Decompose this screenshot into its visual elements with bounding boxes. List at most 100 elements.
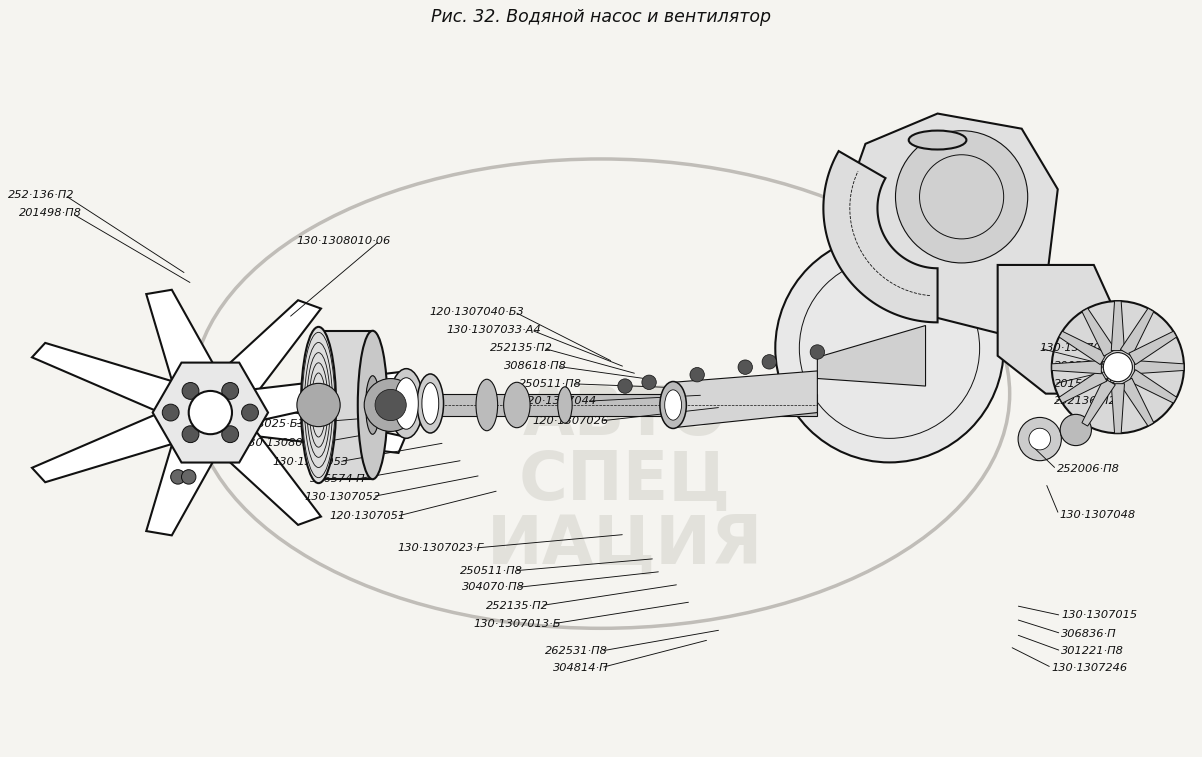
Polygon shape bbox=[998, 265, 1118, 394]
Text: Рис. 32. Водяной насос и вентилятор: Рис. 32. Водяной насос и вентилятор bbox=[432, 8, 770, 26]
Text: 304814·П: 304814·П bbox=[553, 662, 608, 673]
Text: 130·1307052: 130·1307052 bbox=[305, 491, 381, 502]
Ellipse shape bbox=[504, 382, 530, 428]
Text: 120·1307026: 120·1307026 bbox=[532, 416, 608, 426]
Polygon shape bbox=[823, 151, 938, 322]
Polygon shape bbox=[1129, 332, 1177, 365]
Ellipse shape bbox=[558, 387, 572, 423]
Text: 250511·П8: 250511·П8 bbox=[519, 378, 582, 389]
Polygon shape bbox=[1082, 378, 1115, 426]
Circle shape bbox=[1060, 414, 1091, 446]
Circle shape bbox=[162, 404, 179, 421]
Ellipse shape bbox=[394, 378, 418, 429]
Polygon shape bbox=[153, 363, 268, 463]
Polygon shape bbox=[1120, 378, 1154, 426]
Text: 130·1307048: 130·1307048 bbox=[1059, 509, 1135, 520]
Polygon shape bbox=[817, 326, 926, 386]
Text: 120·1307040·Б3: 120·1307040·Б3 bbox=[429, 307, 524, 317]
Text: 130·1307246: 130·1307246 bbox=[1052, 662, 1127, 673]
Text: 301221·П8: 301221·П8 bbox=[1061, 646, 1124, 656]
Text: 130·1307033·А4: 130·1307033·А4 bbox=[446, 325, 541, 335]
Circle shape bbox=[1018, 417, 1061, 461]
Text: 252006·П8: 252006·П8 bbox=[1057, 464, 1119, 475]
Ellipse shape bbox=[358, 331, 387, 479]
Polygon shape bbox=[1082, 308, 1115, 356]
Circle shape bbox=[364, 378, 417, 431]
Text: 200321·П8: 200321·П8 bbox=[1054, 361, 1117, 372]
Polygon shape bbox=[244, 404, 405, 453]
Circle shape bbox=[297, 383, 340, 427]
Text: 252136·П2: 252136·П2 bbox=[1054, 396, 1117, 407]
Ellipse shape bbox=[660, 382, 686, 428]
Circle shape bbox=[1103, 353, 1132, 382]
Polygon shape bbox=[319, 331, 373, 479]
Polygon shape bbox=[1135, 360, 1184, 374]
Ellipse shape bbox=[417, 374, 444, 433]
Ellipse shape bbox=[665, 390, 682, 420]
Text: 130·1308025·Б3: 130·1308025·Б3 bbox=[210, 419, 305, 429]
Text: 201500·П8: 201500·П8 bbox=[1054, 378, 1117, 389]
Circle shape bbox=[895, 131, 1028, 263]
Polygon shape bbox=[32, 412, 186, 482]
Text: 120·1307051: 120·1307051 bbox=[329, 511, 405, 522]
Circle shape bbox=[242, 404, 258, 421]
Text: 130·1307015: 130·1307015 bbox=[1061, 610, 1137, 621]
Circle shape bbox=[810, 344, 825, 360]
Text: 308618·П8: 308618·П8 bbox=[505, 361, 567, 372]
Ellipse shape bbox=[389, 369, 423, 438]
Circle shape bbox=[375, 389, 406, 421]
Text: 252·136·П2: 252·136·П2 bbox=[8, 190, 75, 201]
Text: 130·1308010·06: 130·1308010·06 bbox=[297, 235, 391, 246]
Circle shape bbox=[618, 378, 632, 394]
Text: 252135·П2: 252135·П2 bbox=[487, 600, 549, 611]
Ellipse shape bbox=[300, 327, 337, 483]
Polygon shape bbox=[209, 428, 321, 525]
Text: 130·1308027·Б: 130·1308027·Б bbox=[242, 438, 329, 448]
Circle shape bbox=[182, 469, 196, 484]
Text: 306836·П: 306836·П bbox=[1061, 628, 1117, 639]
Polygon shape bbox=[147, 290, 224, 391]
Circle shape bbox=[775, 234, 1004, 463]
Text: 262531·П8: 262531·П8 bbox=[546, 646, 608, 656]
Text: 201498·П8: 201498·П8 bbox=[19, 208, 82, 219]
Polygon shape bbox=[1059, 332, 1107, 365]
Text: СПЕЦ: СПЕЦ bbox=[519, 447, 731, 514]
Text: АВТО: АВТО bbox=[523, 383, 727, 450]
Polygon shape bbox=[244, 372, 405, 421]
Text: 120·1307044: 120·1307044 bbox=[520, 396, 596, 407]
Circle shape bbox=[690, 367, 704, 382]
Circle shape bbox=[738, 360, 752, 375]
Circle shape bbox=[1029, 428, 1051, 450]
Ellipse shape bbox=[365, 375, 380, 435]
Text: 304070·П8: 304070·П8 bbox=[463, 582, 525, 593]
Polygon shape bbox=[209, 301, 321, 397]
Text: 306574·П: 306574·П bbox=[310, 474, 365, 484]
Polygon shape bbox=[1059, 369, 1107, 403]
Text: 130·1307032·А4: 130·1307032·А4 bbox=[1040, 343, 1135, 354]
Polygon shape bbox=[1129, 369, 1177, 403]
Text: 130·1307053: 130·1307053 bbox=[273, 456, 349, 467]
Circle shape bbox=[183, 425, 198, 443]
Circle shape bbox=[189, 391, 232, 435]
Polygon shape bbox=[1052, 360, 1101, 374]
Polygon shape bbox=[367, 394, 817, 416]
Text: 250511·П8: 250511·П8 bbox=[460, 565, 523, 576]
Text: ИАЦИЯ: ИАЦИЯ bbox=[487, 512, 763, 578]
Circle shape bbox=[221, 425, 238, 443]
Polygon shape bbox=[1120, 308, 1154, 356]
Text: 252135·П2: 252135·П2 bbox=[490, 343, 553, 354]
Circle shape bbox=[1052, 301, 1184, 433]
Circle shape bbox=[183, 382, 198, 400]
Circle shape bbox=[221, 382, 238, 400]
Polygon shape bbox=[32, 343, 186, 413]
Ellipse shape bbox=[476, 379, 498, 431]
Polygon shape bbox=[841, 114, 1058, 333]
Ellipse shape bbox=[909, 130, 966, 149]
Polygon shape bbox=[1111, 384, 1125, 433]
Polygon shape bbox=[147, 434, 224, 535]
Polygon shape bbox=[1111, 301, 1125, 350]
Text: 130·1307023·Г: 130·1307023·Г bbox=[397, 543, 483, 553]
Circle shape bbox=[762, 354, 776, 369]
Polygon shape bbox=[673, 371, 817, 428]
Circle shape bbox=[642, 375, 656, 390]
